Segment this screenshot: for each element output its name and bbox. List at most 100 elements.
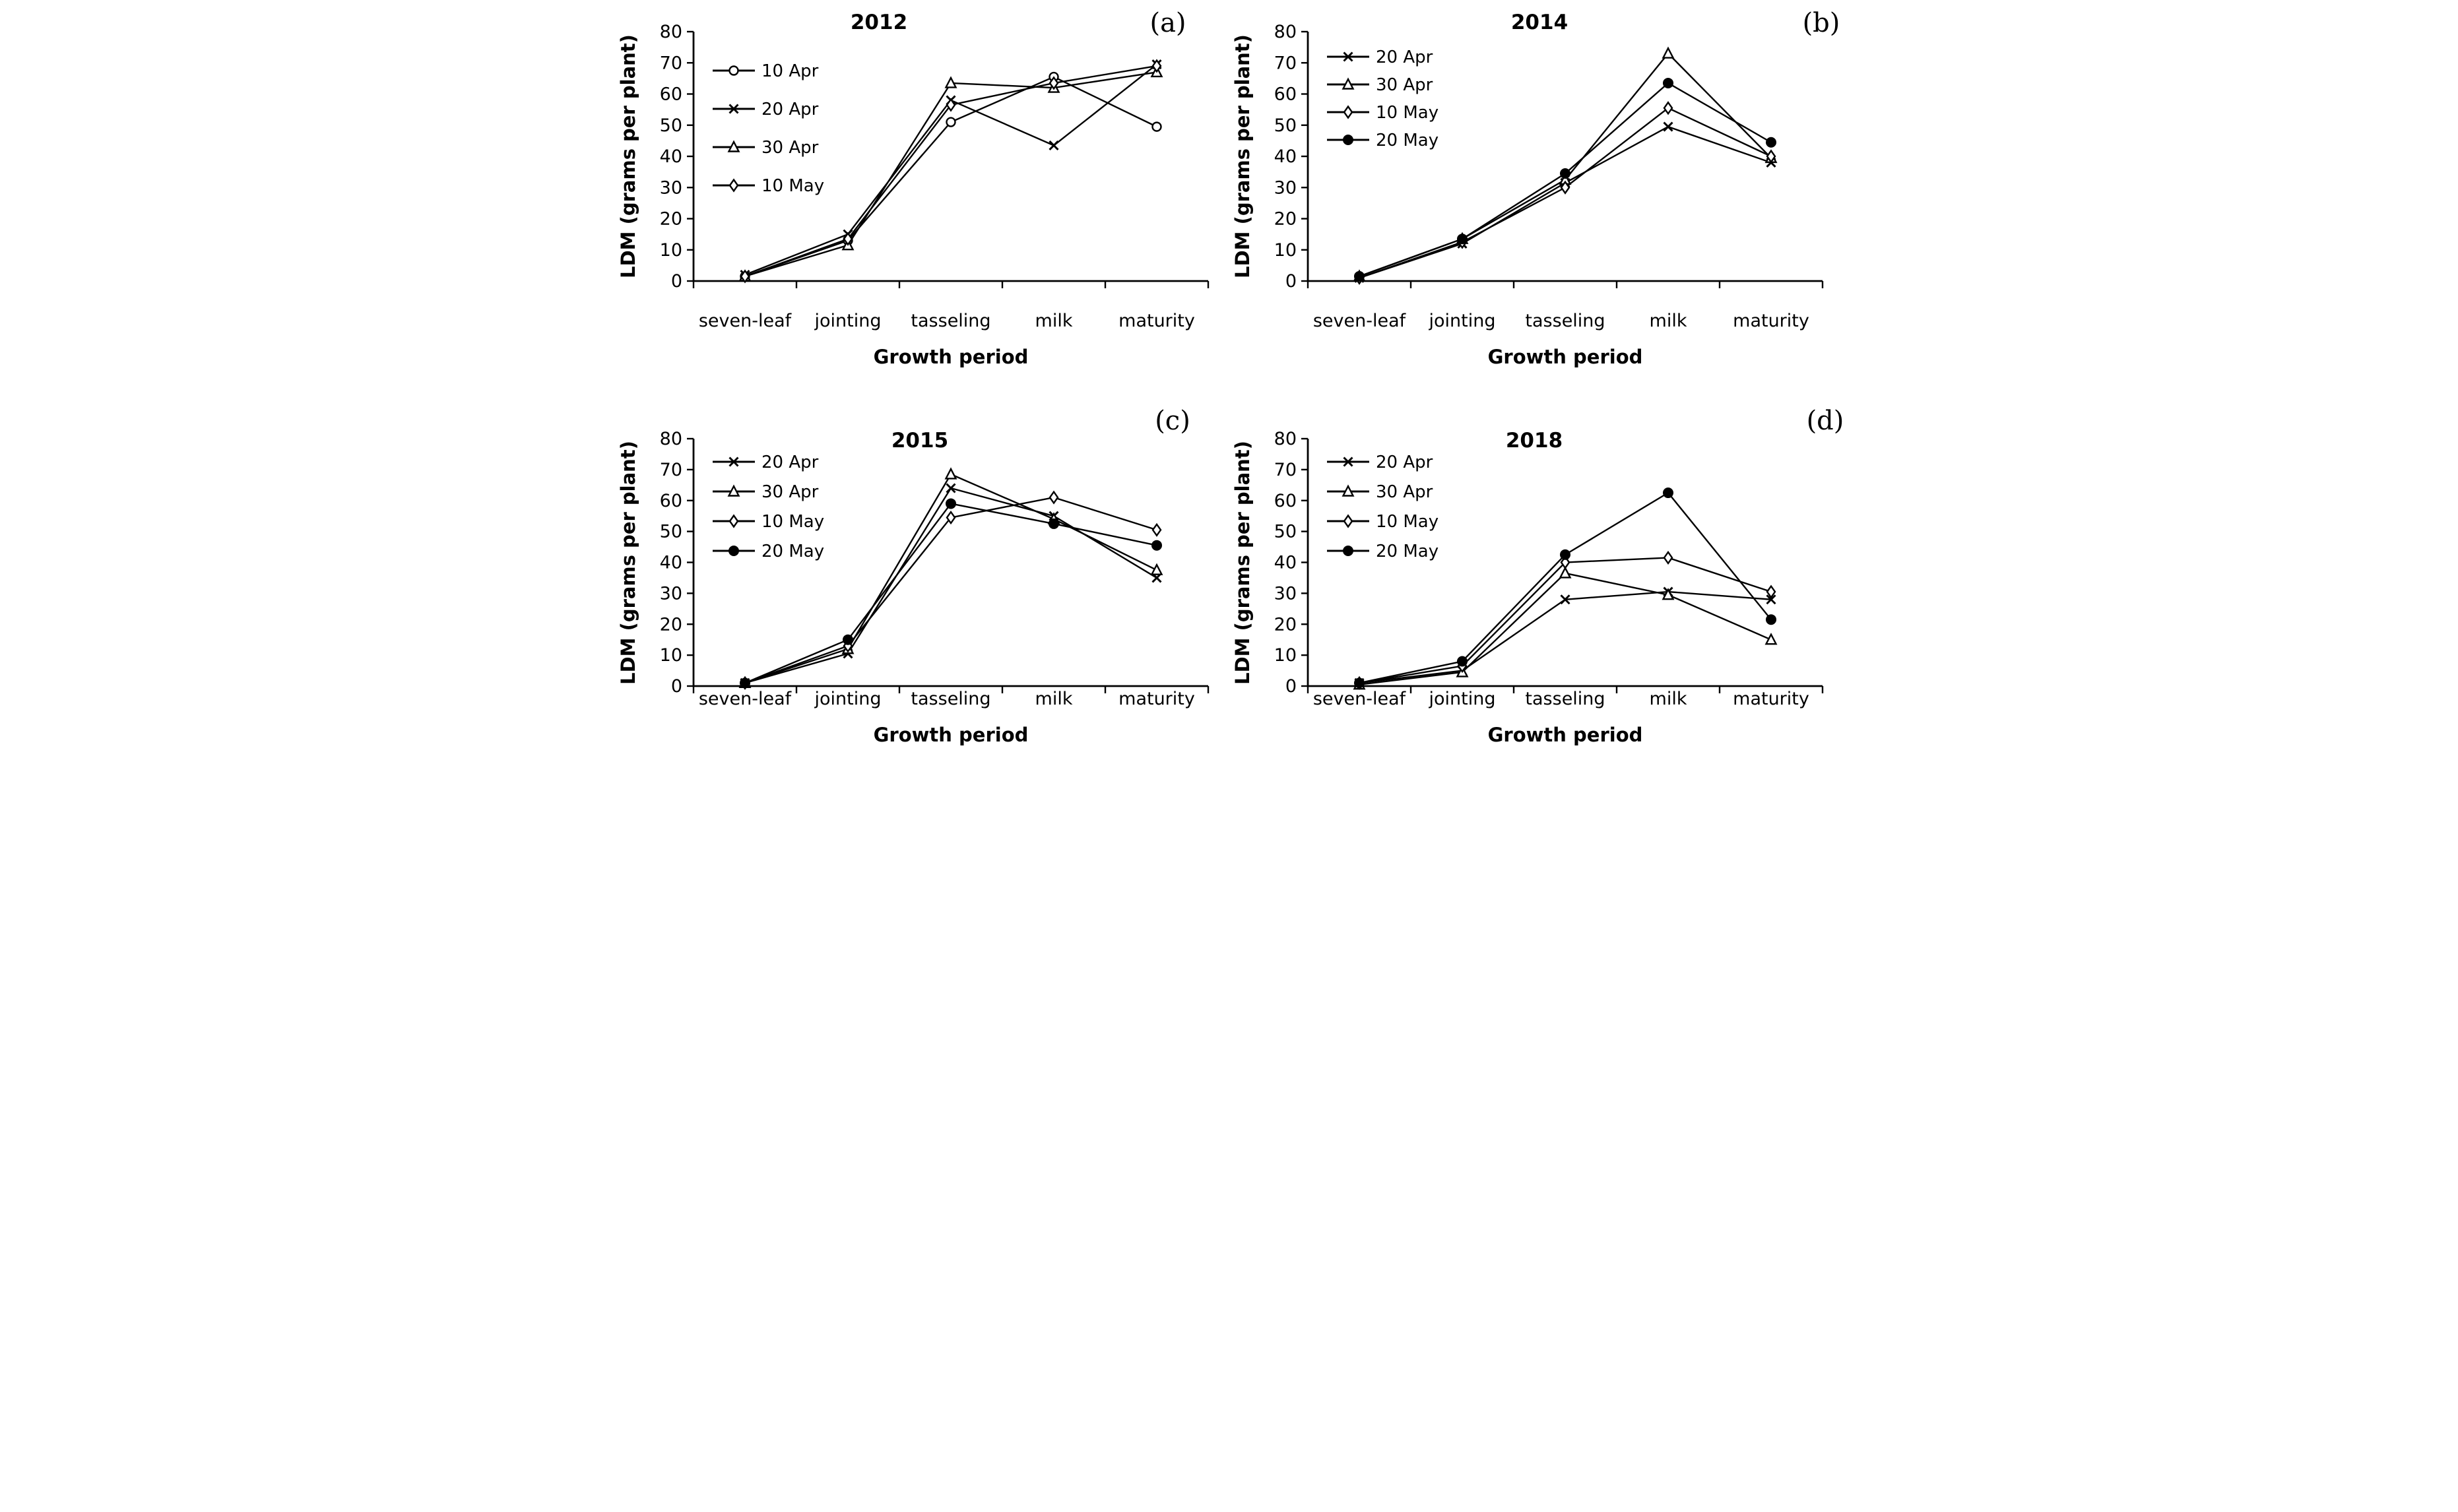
marker-x [728,457,739,467]
y-tick-label: 20 [659,209,682,230]
y-tick-label: 70 [1274,460,1296,480]
marker-circle-filled [1456,234,1468,245]
panel-c: 2015 (c) Growth period LDM (grams per pl… [615,378,1229,756]
y-tick-label: 50 [659,522,682,542]
y-axis-title: LDM (grams per plant) [617,441,639,685]
marker-diamond-open [1049,490,1058,505]
y-tick-label: 80 [659,429,682,449]
marker-circle-filled [1342,135,1353,145]
marker-triangle-open [1342,77,1354,90]
panel-letter: (b) [1802,8,1840,38]
four-panel-figure: 2012 (a) Growth period LDM (grams per pl… [614,0,1844,756]
x-category-label: jointing [1428,689,1495,709]
x-category-label: milk [1035,689,1072,709]
legend: 20 Apr 30 Apr 10 May 20 May [1326,453,1439,561]
marker-x [1559,594,1570,605]
legend: 10 Apr 20 Apr 30 Apr 10 May [712,61,824,196]
x-category-label: seven-leaf [1312,311,1406,331]
marker-circle-filled [842,634,853,645]
y-tick-label: 60 [1274,491,1296,511]
x-category-label: maturity [1118,689,1195,709]
marker-circle-filled [945,498,956,509]
marker-circle-filled [1559,168,1570,179]
x-category-label: tasseling [1525,689,1605,709]
legend-label: 10 May [1376,103,1439,123]
x-category-label: milk [1649,689,1687,709]
series-group [738,59,1163,284]
x-axis-title: Growth period [873,724,1028,746]
y-tick-label: 80 [1274,429,1296,449]
marker-x [1342,51,1353,62]
marker-triangle-open [944,467,957,480]
y-tick-label: 30 [659,583,682,604]
y-tick-label: 40 [659,146,682,167]
y-tick-label: 70 [659,53,682,73]
y-tick-label: 20 [1274,209,1296,230]
marker-circle-filled [1765,137,1776,148]
series-group [1353,488,1777,690]
marker-diamond-open [1766,584,1776,599]
marker-triangle-open [1342,484,1354,497]
x-category-label: maturity [1733,689,1809,709]
marker-diamond-open [1766,149,1776,164]
y-tick-label: 10 [1274,645,1296,666]
axis-line [1307,32,1823,282]
x-axis-title: Growth period [873,346,1028,368]
marker-circle-filled [1456,656,1468,667]
marker-circle-filled [1151,540,1162,551]
chart-2012: 2012 (a) Growth period LDM (grams per pl… [617,8,1209,368]
marker-triangle-open [1559,566,1571,579]
marker-x [1662,121,1673,132]
marker-triangle-open [1662,46,1674,59]
legend-label: 10 May [761,176,824,196]
marker-circle-filled [1048,518,1059,529]
legend-label: 20 May [1376,131,1439,150]
y-tick-label: 60 [659,491,682,511]
marker-triangle-open [727,484,740,497]
axes: 0 10 20 30 40 50 60 70 80 seven-leaf jointing tasse… [659,429,1209,709]
chart-2015: 2015 (c) Growth period LDM (grams per pl… [617,406,1209,746]
axes: 0 10 20 30 40 50 60 70 80 seven-leaf jointing tasse… [1274,429,1823,709]
y-axis-title: LDM (grams per plant) [1231,34,1254,278]
x-category-label: maturity [1733,311,1809,331]
y-tick-label: 40 [1274,146,1296,167]
marker-diamond-open [1663,101,1673,115]
series-line-30-Apr [1359,572,1771,685]
marker-circle-filled [1342,546,1353,556]
legend-label: 10 May [761,512,824,532]
legend-label: 10 Apr [761,61,819,81]
x-axis-title: Growth period [1487,346,1642,368]
y-tick-label: 30 [659,177,682,198]
y-tick-label: 30 [1274,583,1296,604]
y-tick-label: 20 [1274,614,1296,635]
x-category-label: tasseling [911,689,990,709]
y-tick-label: 0 [1285,271,1296,292]
legend-label: 30 Apr [1376,482,1433,502]
marker-diamond-open [1560,180,1570,195]
chart-2014: 2014 (b) Growth period LDM (grams per pl… [1231,8,1840,368]
marker-diamond-open [1343,514,1353,528]
legend-label: 20 Apr [1376,453,1433,472]
marker-circle-open [728,65,739,76]
series-group [1353,46,1777,285]
y-tick-label: 10 [659,240,682,261]
marker-diamond-open [1049,76,1058,90]
chart-title: 2012 [850,11,907,34]
marker-x [728,104,739,114]
marker-circle-filled [1559,549,1570,560]
marker-diamond-open [740,269,750,284]
panel-d: 2018 (d) Growth period LDM (grams per pl… [1229,378,1844,756]
legend-label: 30 Apr [761,138,819,158]
marker-triangle-open [1764,633,1777,645]
x-category-label: seven-leaf [698,689,792,709]
y-axis-title: LDM (grams per plant) [1231,441,1254,685]
marker-circle-filled [1353,677,1365,689]
y-tick-label: 80 [659,22,682,42]
y-tick-label: 50 [1274,522,1296,542]
marker-x [945,483,956,493]
marker-circle-filled [1765,614,1776,625]
marker-diamond-open [1151,522,1161,537]
series-group [738,467,1163,690]
x-category-label: seven-leaf [1312,689,1406,709]
marker-circle-filled [739,677,750,689]
